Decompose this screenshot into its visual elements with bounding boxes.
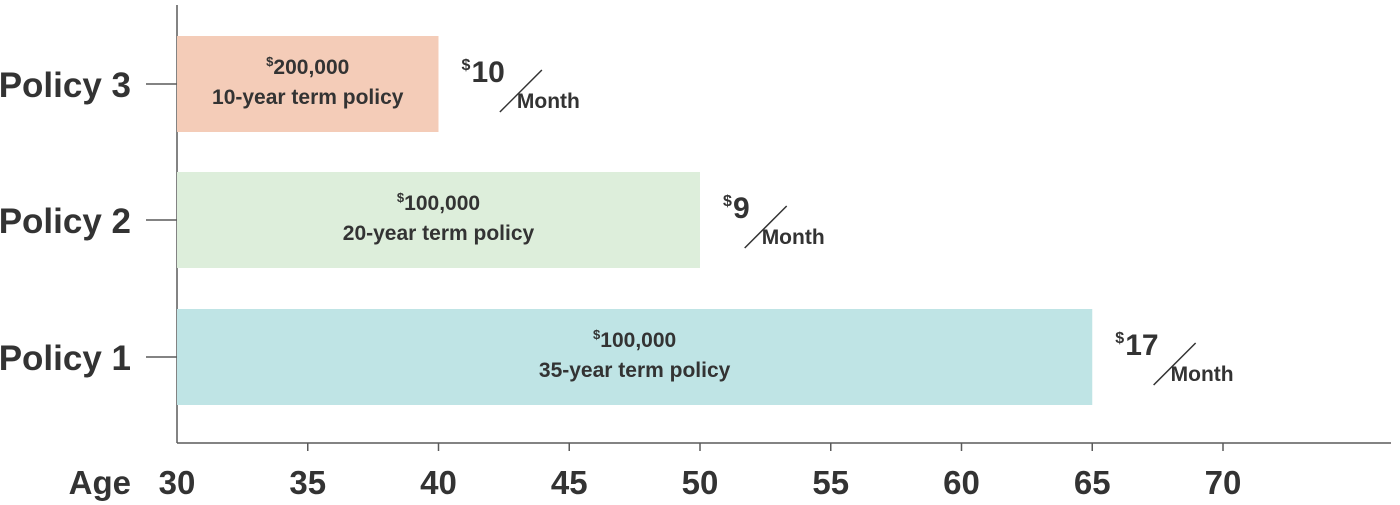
bar-term-label: 10-year term policy — [212, 86, 404, 109]
coverage-amount: 200,000 — [273, 56, 349, 79]
x-tick-label: 45 — [551, 464, 588, 501]
x-tick-label: 30 — [159, 464, 196, 501]
x-tick-label: 50 — [682, 464, 719, 501]
x-tick-label: 65 — [1074, 464, 1111, 501]
category-label: Policy 2 — [0, 202, 131, 241]
bar-series: Policy 3 $200,000 10-year term policy $ 10 Mo… — [0, 36, 1234, 405]
x-tick-label: 55 — [812, 464, 849, 501]
price-unit: Month — [1171, 363, 1234, 386]
price-currency-symbol: $ — [1115, 330, 1124, 347]
bar-term-label: 20-year term policy — [343, 222, 535, 245]
price-slash — [744, 205, 788, 249]
price-currency-symbol: $ — [723, 193, 732, 210]
price-currency-symbol: $ — [462, 57, 471, 74]
currency-symbol: $ — [593, 327, 601, 342]
bar-term-label: 35-year term policy — [539, 359, 731, 382]
price-slash — [1153, 342, 1197, 386]
category-label: Policy 3 — [0, 66, 131, 105]
currency-symbol: $ — [266, 54, 274, 69]
price-unit: Month — [762, 226, 825, 249]
bar — [177, 172, 700, 268]
category-label: Policy 1 — [0, 339, 131, 378]
x-tick-label: 60 — [943, 464, 980, 501]
x-axis-label: Age — [69, 464, 131, 501]
coverage-amount: 100,000 — [600, 329, 676, 352]
currency-symbol: $ — [397, 190, 405, 205]
x-tick-label: 70 — [1205, 464, 1242, 501]
monthly-price: 10 — [472, 56, 505, 89]
bar — [177, 36, 439, 132]
price-slash — [499, 69, 543, 113]
bar-amount-label: $100,000 — [397, 190, 480, 215]
x-tick-label: 35 — [289, 464, 326, 501]
bar-amount-label: $200,000 — [266, 54, 349, 79]
x-axis-ticks: 30 35 40 45 50 55 60 65 70 — [159, 443, 1242, 501]
bar — [177, 309, 1093, 405]
coverage-amount: 100,000 — [404, 192, 480, 215]
bar-amount-label: $100,000 — [593, 327, 676, 352]
price-unit: Month — [517, 90, 580, 113]
x-tick-label: 40 — [420, 464, 457, 501]
monthly-price: 9 — [733, 192, 750, 225]
monthly-price: 17 — [1125, 329, 1158, 362]
